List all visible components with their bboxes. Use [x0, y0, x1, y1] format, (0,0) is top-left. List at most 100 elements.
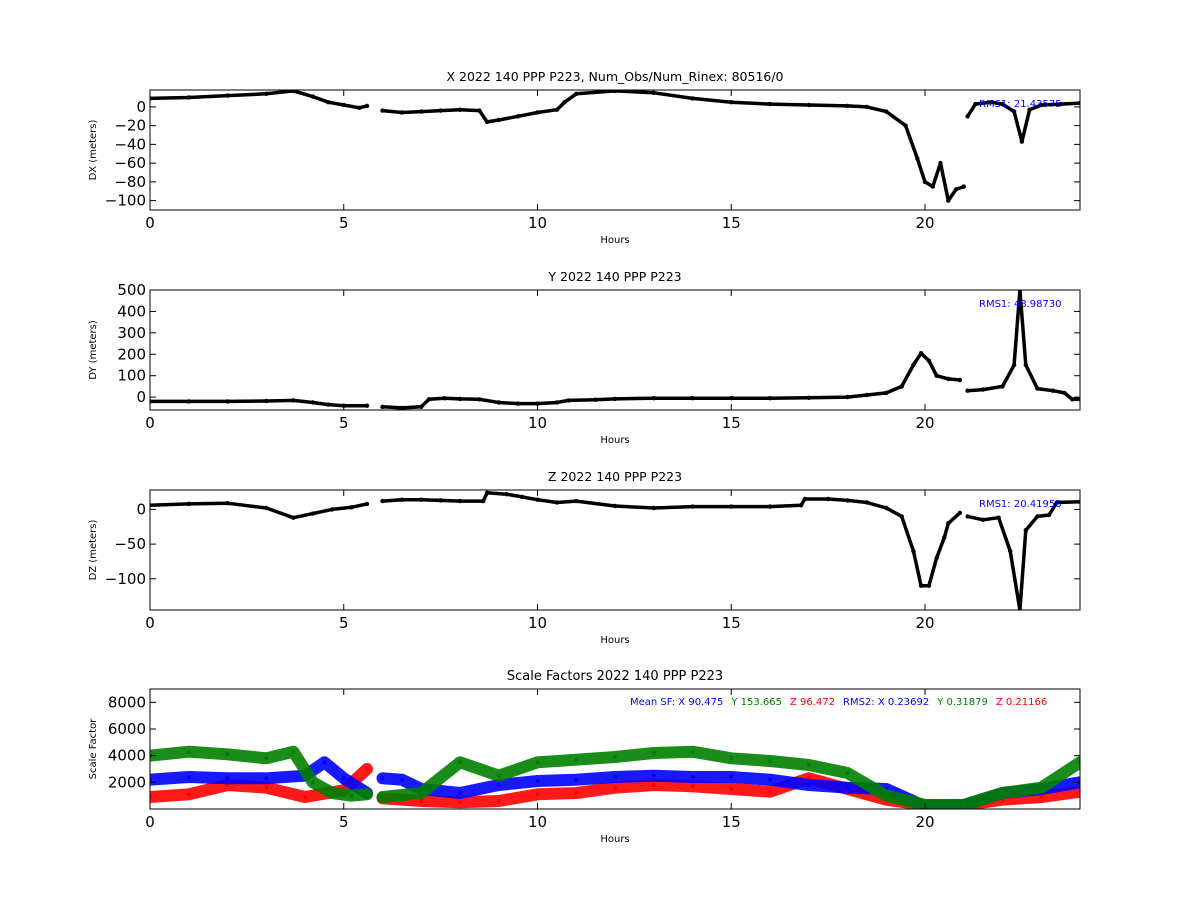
data-point	[225, 399, 230, 404]
axes-frame	[149, 289, 1081, 411]
x-tick-label: 15	[722, 614, 741, 632]
y-tick-label: 0	[136, 388, 146, 406]
series-group	[150, 290, 1080, 410]
data-point	[767, 396, 773, 401]
data-point	[903, 123, 908, 128]
data-point	[1000, 384, 1005, 389]
data-point	[942, 535, 947, 540]
data-point	[946, 198, 951, 203]
data-point	[484, 119, 490, 125]
data-point	[1000, 101, 1005, 107]
x-tick-label: 5	[339, 214, 349, 232]
data-point	[1023, 528, 1028, 533]
data-point	[322, 760, 327, 765]
data-point	[477, 397, 482, 402]
data-point	[613, 775, 617, 779]
data-point	[1008, 548, 1013, 554]
data-point	[535, 497, 540, 502]
data-point	[1077, 100, 1080, 106]
chart-title: X 2022 140 PPP P223, Num_Obs/Num_Rinex: …	[446, 69, 783, 84]
data-point	[186, 775, 191, 779]
data-point	[349, 505, 354, 510]
data-point	[1011, 362, 1017, 368]
data-point	[768, 777, 772, 782]
data-point	[515, 401, 521, 406]
data-point	[264, 91, 269, 97]
x-tick-label: 20	[915, 414, 934, 432]
data-point	[806, 783, 811, 787]
x-tick-label: 5	[339, 614, 349, 632]
data-point	[965, 114, 970, 119]
data-point	[291, 515, 296, 520]
data-point	[918, 351, 924, 356]
data-point	[303, 795, 307, 799]
data-point	[399, 777, 404, 782]
data-point	[264, 505, 269, 511]
data-point	[264, 776, 269, 781]
data-point	[930, 184, 935, 189]
series-1-segment-1	[150, 501, 369, 520]
x-axis-label: Hours	[600, 435, 629, 446]
data-point	[562, 100, 567, 105]
data-point	[1062, 390, 1067, 396]
y-axis-label: Scale Factor	[88, 718, 99, 780]
data-point	[419, 497, 424, 502]
data-point	[535, 401, 540, 406]
data-point	[965, 388, 970, 393]
axes-frame	[149, 489, 1081, 611]
data-point	[911, 548, 916, 554]
rms-annotation: RMS1: 20.41956	[979, 499, 1062, 510]
data-point	[496, 773, 501, 778]
data-point	[651, 505, 656, 511]
x-tick-label: 10	[528, 214, 547, 232]
x-tick-label: 15	[722, 214, 741, 232]
data-point	[329, 507, 335, 512]
x-tick-label: 10	[528, 813, 547, 831]
data-point	[798, 503, 804, 508]
data-point	[535, 110, 540, 115]
data-point	[574, 757, 579, 762]
data-point	[864, 500, 870, 505]
data-point	[690, 775, 695, 779]
data-point	[729, 504, 734, 509]
legend-text: Mean SF: X 90.475 Y 153.665 Z 96.472 RMS2: …	[630, 697, 1047, 708]
data-point	[1070, 397, 1075, 402]
data-point	[519, 494, 525, 500]
x-axis-label: Hours	[600, 235, 629, 246]
y-tick-label: 500	[117, 281, 146, 299]
y-tick-label: 100	[117, 367, 146, 385]
data-point	[291, 749, 296, 754]
data-point	[1027, 107, 1032, 112]
data-point	[864, 104, 870, 110]
data-point	[690, 784, 695, 789]
data-point	[380, 776, 385, 781]
data-point	[1077, 499, 1080, 504]
data-point	[802, 496, 808, 502]
data-point	[845, 394, 850, 400]
y-axis-label: DX (meters)	[88, 119, 99, 180]
data-point	[845, 785, 850, 790]
data-point	[973, 101, 978, 107]
data-point	[1000, 791, 1005, 795]
data-point	[961, 184, 966, 189]
data-point	[1077, 397, 1080, 402]
x-tick-label: 15	[722, 813, 741, 831]
data-point	[574, 777, 579, 782]
data-point	[1023, 362, 1028, 368]
data-point	[729, 756, 734, 761]
data-point	[419, 791, 424, 795]
series-group	[150, 90, 1080, 203]
data-point	[484, 490, 490, 495]
data-point	[310, 400, 315, 405]
rms-annotation: RMS1: 48.98730	[979, 299, 1062, 310]
data-point	[341, 776, 346, 781]
data-point	[767, 101, 773, 107]
data-point	[496, 799, 501, 803]
y-tick-label: 0	[136, 500, 146, 518]
data-point	[926, 583, 932, 588]
y-tick-label: 6000	[108, 720, 146, 738]
data-point	[554, 400, 560, 405]
data-point	[845, 498, 850, 503]
data-point	[535, 760, 540, 765]
